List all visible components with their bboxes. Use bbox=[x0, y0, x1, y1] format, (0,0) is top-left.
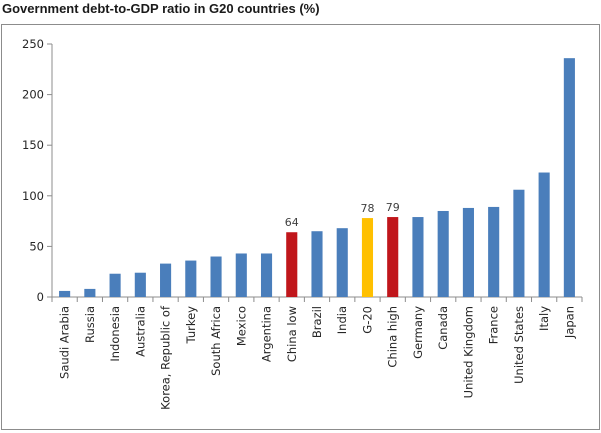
bar bbox=[437, 210, 449, 297]
y-tick-label: 0 bbox=[37, 290, 44, 304]
data-label: 79 bbox=[386, 201, 400, 214]
data-label: 64 bbox=[285, 216, 299, 229]
bar bbox=[84, 288, 96, 297]
y-axis: 0 50 100 150 200 250 bbox=[22, 37, 583, 304]
bar bbox=[488, 206, 500, 297]
category-label: Indonesia bbox=[108, 306, 122, 362]
category-label: Mexico bbox=[234, 306, 248, 346]
bar bbox=[462, 207, 474, 297]
category-label: United Kingdom bbox=[461, 306, 475, 398]
category-label: Italy bbox=[537, 306, 551, 331]
bar bbox=[134, 272, 146, 297]
bar bbox=[160, 263, 172, 297]
category-label: South Africa bbox=[209, 306, 223, 376]
category-label: Saudi Arabia bbox=[58, 306, 72, 379]
chart-frame bbox=[1, 24, 600, 430]
category-labels: Saudi Arabia Russia Indonesia Australia Kore… bbox=[58, 305, 577, 410]
bar bbox=[513, 189, 525, 297]
y-tick-label: 50 bbox=[29, 239, 44, 253]
bar bbox=[361, 218, 374, 297]
bar bbox=[235, 253, 247, 297]
chart-title: Government debt-to-GDP ratio in G20 coun… bbox=[2, 1, 320, 16]
y-tick-label: 250 bbox=[22, 37, 44, 51]
bar bbox=[336, 228, 348, 297]
category-label: Japan bbox=[562, 306, 576, 339]
category-label: Argentina bbox=[260, 306, 274, 362]
bar bbox=[59, 290, 71, 297]
category-label: Korea, Republic of bbox=[159, 305, 173, 410]
category-label: Russia bbox=[83, 306, 97, 343]
category-label: Canada bbox=[436, 306, 450, 350]
bar bbox=[210, 256, 222, 297]
bar bbox=[538, 172, 550, 297]
category-label: India bbox=[335, 306, 349, 334]
category-label: China low bbox=[285, 306, 299, 362]
bar bbox=[260, 253, 273, 297]
category-label: Australia bbox=[133, 306, 147, 357]
data-labels: 64 78 79 bbox=[285, 201, 400, 229]
bar bbox=[109, 273, 121, 297]
y-tick-label: 100 bbox=[22, 189, 44, 203]
category-label: United States bbox=[512, 306, 526, 384]
y-tick-label: 200 bbox=[22, 88, 44, 102]
bar bbox=[286, 232, 298, 297]
bar bbox=[311, 231, 323, 297]
category-label: Turkey bbox=[184, 306, 198, 345]
bars bbox=[59, 58, 575, 297]
category-label: G-20 bbox=[360, 306, 374, 334]
y-tick-label: 150 bbox=[22, 138, 44, 152]
category-label: Brazil bbox=[310, 306, 324, 338]
bar bbox=[563, 58, 575, 297]
category-label: France bbox=[487, 306, 501, 344]
category-label: China high bbox=[386, 306, 400, 368]
bar bbox=[387, 217, 399, 297]
category-label: Germany bbox=[411, 306, 425, 359]
bar bbox=[412, 217, 424, 297]
data-label: 78 bbox=[360, 202, 374, 215]
bar bbox=[185, 260, 197, 297]
